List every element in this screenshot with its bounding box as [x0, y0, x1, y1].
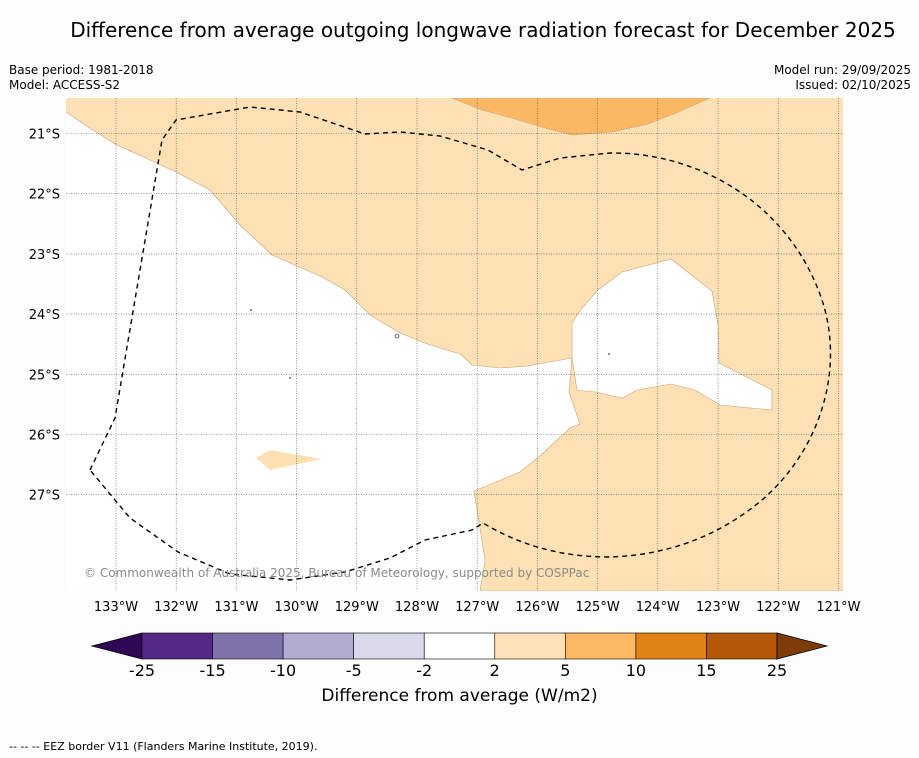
lat-label: 22°S — [29, 188, 60, 203]
meta-left: Base period: 1981-2018 Model: ACCESS-S2 — [9, 63, 154, 93]
region-white-inner — [571, 258, 773, 411]
colorbar-tick: 25 — [767, 661, 787, 680]
region-light-island — [256, 450, 322, 470]
lon-label: 122°W — [756, 600, 800, 615]
colorbar-tick: 2 — [490, 661, 500, 680]
page-title: Difference from average outgoing longwav… — [70, 18, 896, 42]
colorbar-bin — [494, 632, 566, 660]
colorbar-tick: 10 — [626, 661, 646, 680]
colorbar-tick: 5 — [560, 661, 570, 680]
lon-label: 131°W — [214, 600, 258, 615]
lat-label: 21°S — [29, 128, 60, 143]
colorbar-bin — [212, 632, 284, 660]
lat-label: 25°S — [29, 368, 60, 383]
lat-label: 27°S — [29, 489, 60, 504]
lon-label: 133°W — [94, 600, 138, 615]
map-area: © Commonwealth of Australia 2025, Bureau… — [66, 98, 843, 591]
speck-4 — [608, 353, 610, 355]
lon-label: 121°W — [816, 600, 860, 615]
region-light-main — [66, 98, 843, 591]
colorbar-label: Difference from average (W/m2) — [321, 686, 598, 706]
lon-label: 130°W — [275, 600, 319, 615]
latitude-labels: 21°S 22°S 23°S 24°S 25°S 26°S 27°S — [29, 128, 60, 504]
colorbar-max-arrow — [776, 632, 829, 660]
model-name: Model: ACCESS-S2 — [9, 78, 121, 92]
speck-3 — [394, 333, 400, 339]
lon-label: 126°W — [515, 600, 559, 615]
region-light-outline — [66, 111, 843, 591]
colorbar-ticks: -25 -15 -10 -5 -2 2 5 10 15 25 — [129, 661, 787, 680]
model-run: Model run: 29/09/2025 — [773, 63, 911, 77]
colorbar-tick: -25 — [129, 661, 155, 680]
longitude-labels: 133°W 132°W 131°W 130°W 129°W 128°W 127°W 126°W… — [94, 600, 861, 615]
colorbar-tick: -15 — [199, 661, 225, 680]
copyright-text: © Commonwealth of Australia 2025, Bureau… — [84, 566, 589, 580]
lon-label: 129°W — [335, 600, 379, 615]
lon-label: 125°W — [576, 600, 620, 615]
colorbar-bin — [423, 632, 496, 660]
lon-label: 127°W — [455, 600, 499, 615]
colorbar-tick: 15 — [696, 661, 716, 680]
lon-label: 124°W — [636, 600, 680, 615]
colorbar-bin — [706, 632, 778, 660]
colorbar-bin — [282, 632, 354, 660]
gridlines — [66, 98, 843, 591]
lon-label: 123°W — [696, 600, 740, 615]
colorbar — [90, 632, 829, 660]
lat-label: 23°S — [29, 248, 60, 263]
speck-2 — [289, 377, 291, 379]
meta-right: Model run: 29/09/2025 Issued: 02/10/2025 — [774, 63, 911, 93]
lat-label: 24°S — [29, 308, 60, 323]
base-period: Base period: 1981-2018 — [9, 63, 154, 77]
colorbar-tick: -2 — [416, 661, 432, 680]
lon-label: 128°W — [395, 600, 439, 615]
colorbar-tick: -10 — [270, 661, 296, 680]
colorbar-tick: -5 — [346, 661, 362, 680]
colorbar-bin — [635, 632, 707, 660]
eez-border — [89, 106, 832, 581]
issued-date: Issued: 02/10/2025 — [795, 78, 911, 92]
colorbar-bin — [565, 632, 637, 660]
colorbar-min-arrow — [90, 632, 143, 660]
footer-note: -- -- -- EEZ border V11 (Flanders Marine… — [9, 740, 318, 753]
lat-label: 26°S — [29, 429, 60, 444]
colorbar-bin — [141, 632, 213, 660]
colorbar-bin — [353, 632, 425, 660]
lon-label: 132°W — [154, 600, 198, 615]
speck-1 — [250, 309, 252, 311]
